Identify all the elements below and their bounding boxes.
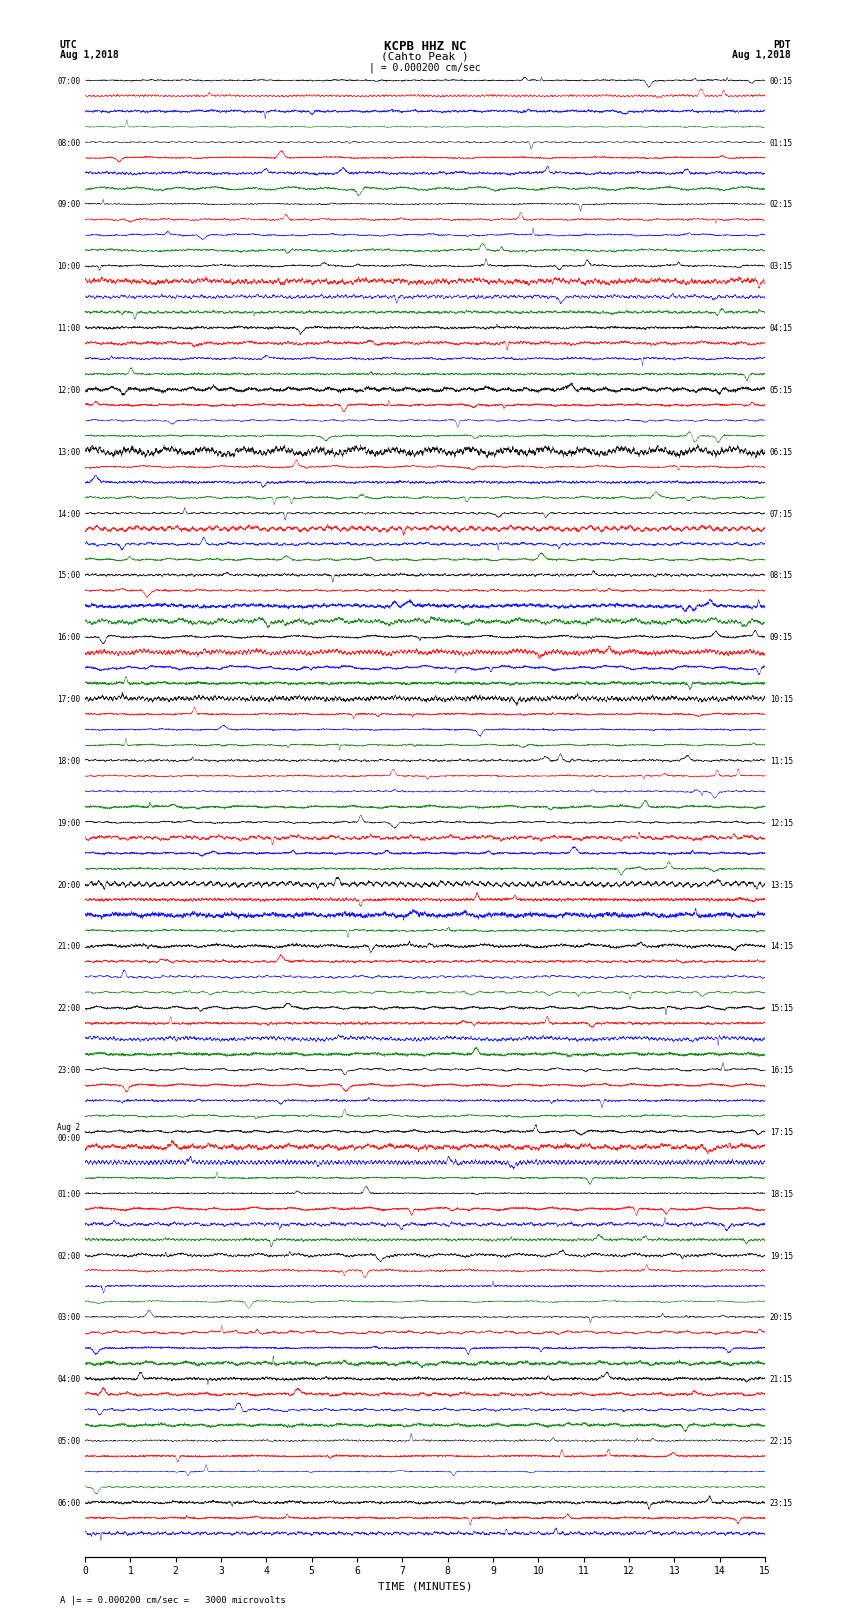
Text: (Cahto Peak ): (Cahto Peak ) (381, 52, 469, 61)
X-axis label: TIME (MINUTES): TIME (MINUTES) (377, 1582, 473, 1592)
Text: KCPB HHZ NC: KCPB HHZ NC (383, 40, 467, 53)
Text: PDT: PDT (773, 40, 790, 50)
Text: Aug 1,2018: Aug 1,2018 (732, 50, 791, 60)
Text: | = 0.000200 cm/sec: | = 0.000200 cm/sec (369, 63, 481, 74)
Text: UTC: UTC (60, 40, 77, 50)
Text: A |= = 0.000200 cm/sec =   3000 microvolts: A |= = 0.000200 cm/sec = 3000 microvolts (60, 1595, 286, 1605)
Text: Aug 1,2018: Aug 1,2018 (60, 50, 118, 60)
